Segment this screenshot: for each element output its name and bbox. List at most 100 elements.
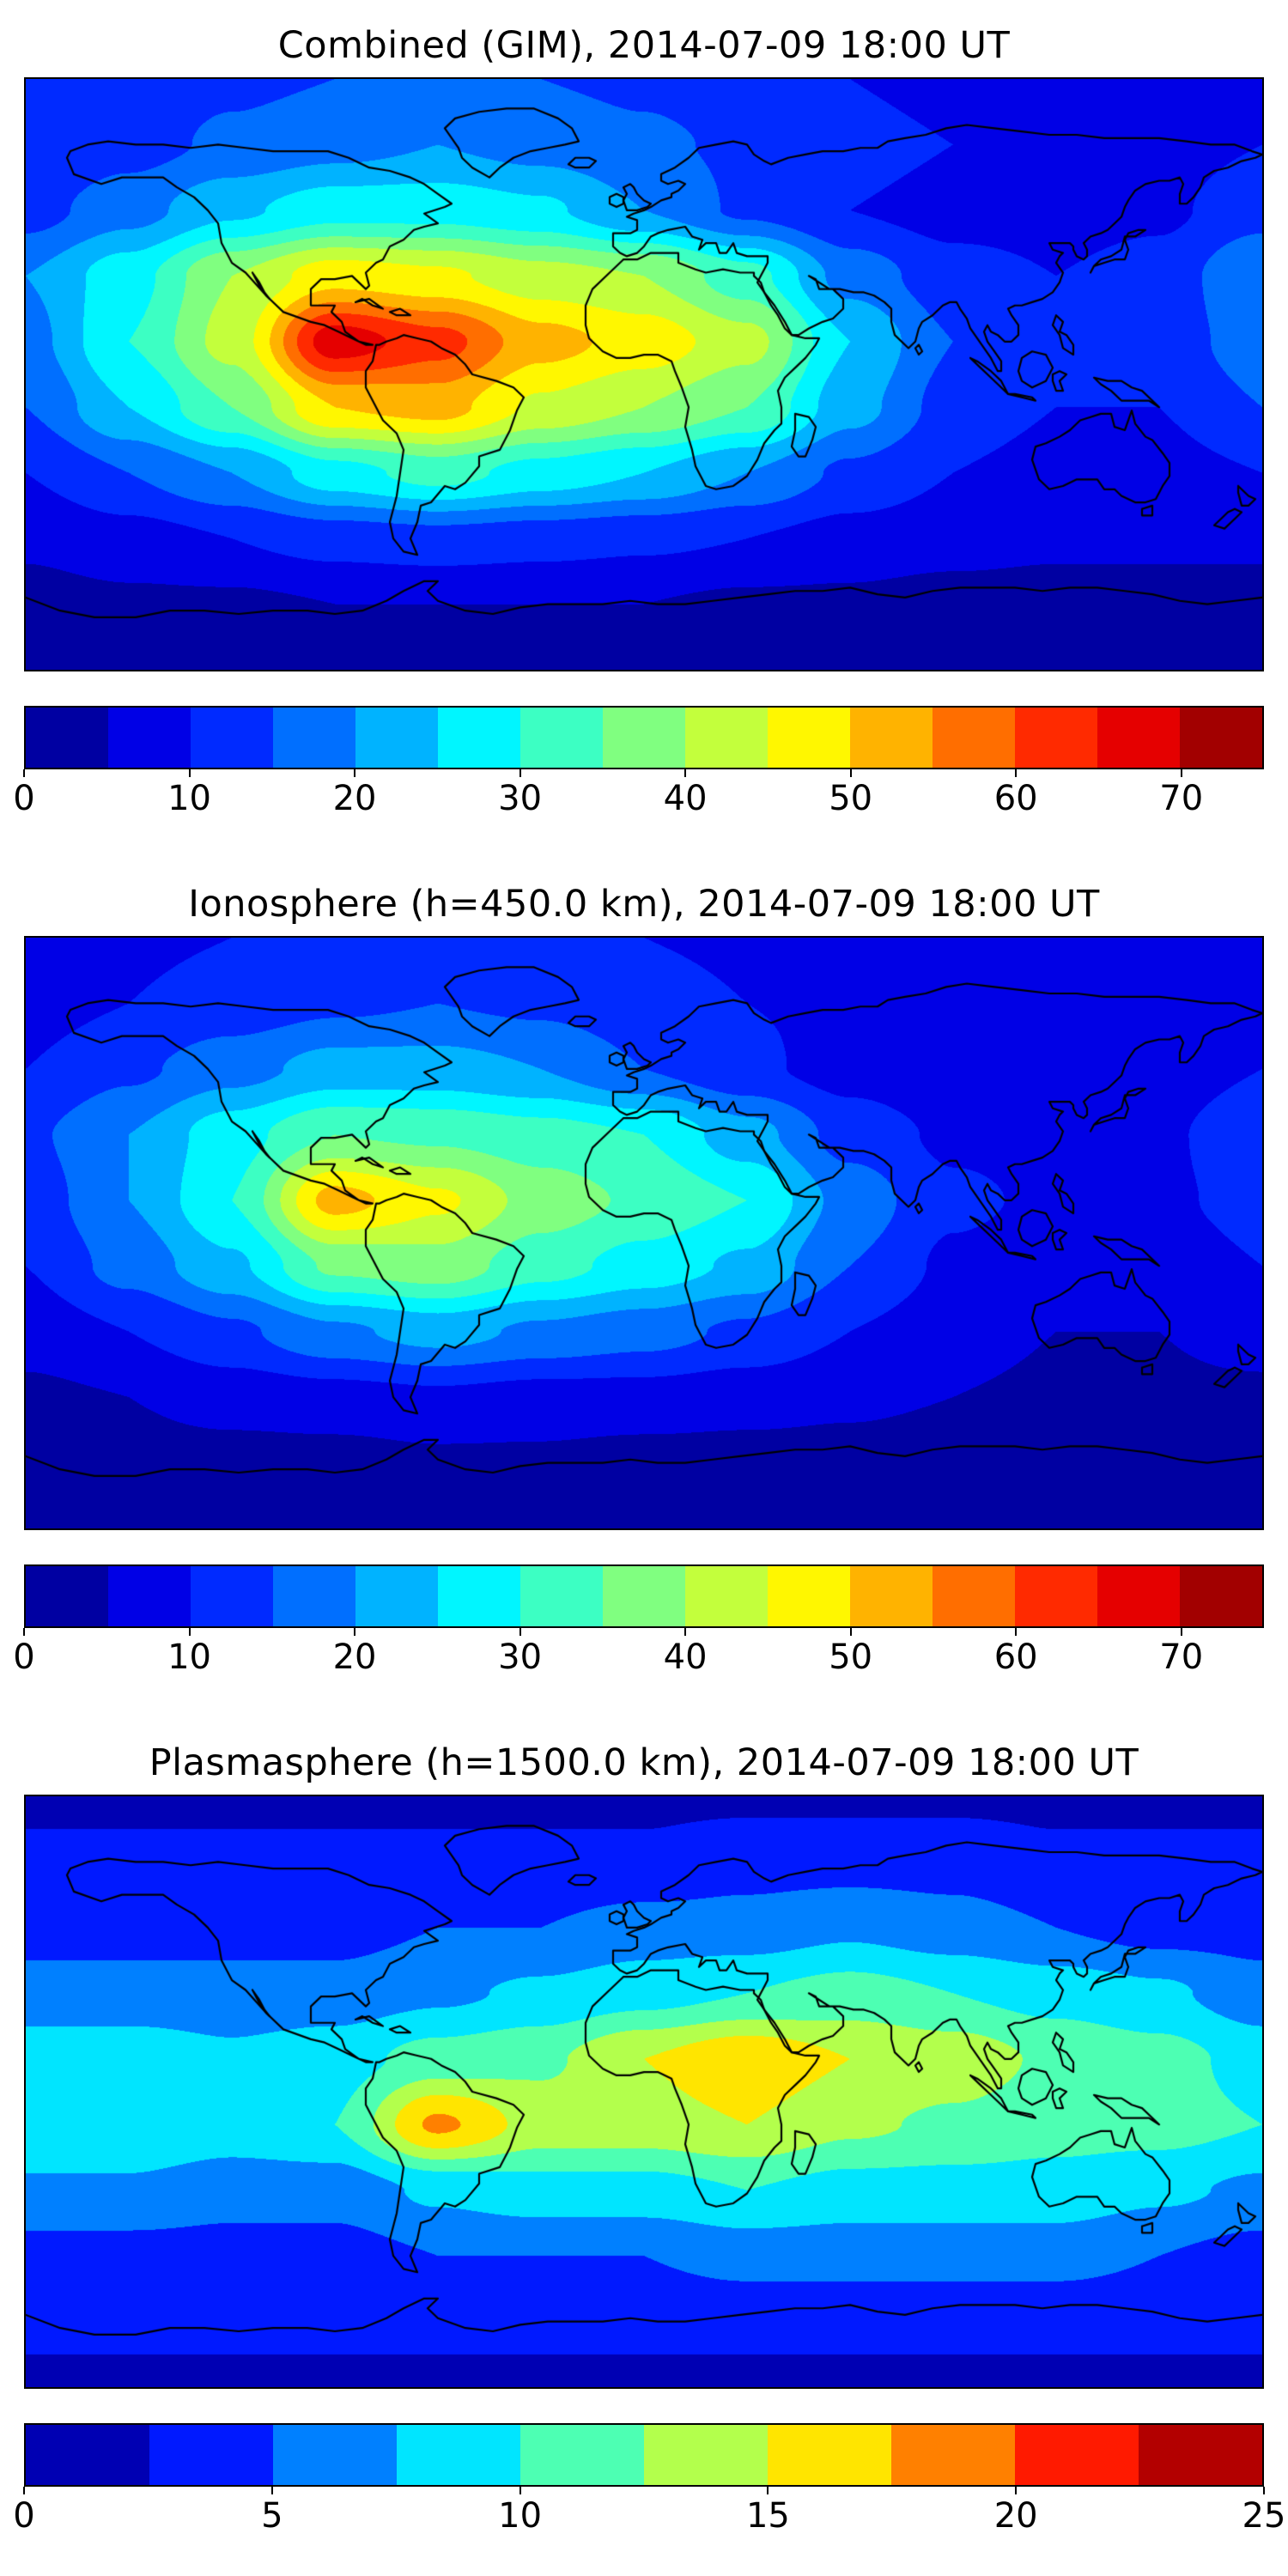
colorbar-segment xyxy=(1015,1566,1097,1626)
colorbar xyxy=(24,1564,1264,1628)
colorbar-segment xyxy=(520,2425,644,2485)
colorbar-segment xyxy=(603,1566,685,1626)
colorbar-tick-label: 50 xyxy=(829,1637,873,1677)
colorbar-tick-label: 10 xyxy=(167,779,211,818)
colorbar-tick-mark xyxy=(1015,769,1018,777)
colorbar-tick-label: 15 xyxy=(745,2496,790,2536)
colorbar-tick-label: 40 xyxy=(663,1637,708,1677)
colorbar-tick-mark xyxy=(1180,1628,1182,1636)
colorbar-segment xyxy=(1097,1566,1180,1626)
panel-combined: Combined (GIM), 2014-07-09 18:00 UT 0 10 2… xyxy=(0,0,1288,859)
colorbar-tick-label: 20 xyxy=(993,2496,1038,2536)
colorbar-segment xyxy=(685,1566,768,1626)
colorbar-segment xyxy=(273,708,355,768)
colorbar-segment xyxy=(850,1566,933,1626)
colorbar-ticks: 0 5 10 15 20 25 xyxy=(13,2487,1285,2542)
colorbar-tick-mark xyxy=(23,1628,25,1636)
colorbar-segment xyxy=(1015,2425,1139,2485)
colorbar-tick-mark xyxy=(1180,769,1182,777)
colorbar-ticks: 0 10 20 30 40 50 60 70 xyxy=(13,1628,1264,1683)
colorbar-tick-label: 0 xyxy=(13,2496,35,2536)
colorbar-tick-label: 50 xyxy=(829,779,873,818)
colorbar xyxy=(24,2423,1264,2487)
colorbar-segment xyxy=(191,708,273,768)
colorbar-tick-label: 20 xyxy=(332,1637,377,1677)
colorbar-segment xyxy=(1180,708,1262,768)
panel-title: Ionosphere (h=450.0 km), 2014-07-09 18:0… xyxy=(188,883,1100,926)
colorbar-tick-label: 25 xyxy=(1242,2496,1286,2536)
colorbar-tick-label: 10 xyxy=(167,1637,211,1677)
colorbar-segment xyxy=(933,708,1015,768)
colorbar-segment xyxy=(768,1566,850,1626)
colorbar-tick-label: 5 xyxy=(261,2496,283,2536)
colorbar-tick-label: 30 xyxy=(498,1637,543,1677)
colorbar-tick-label: 0 xyxy=(13,1637,35,1677)
colorbar-tick-mark xyxy=(188,769,191,777)
colorbar-tick-mark xyxy=(849,769,852,777)
panel-title: Plasmasphere (h=1500.0 km), 2014-07-09 1… xyxy=(149,1741,1139,1784)
colorbar-segment xyxy=(26,708,108,768)
colorbar-segment xyxy=(26,2425,149,2485)
colorbar-tick-label: 60 xyxy=(993,1637,1038,1677)
colorbar-segment xyxy=(191,1566,273,1626)
colorbar-segment xyxy=(273,2425,397,2485)
colorbar-tick-label: 70 xyxy=(1159,1637,1204,1677)
colorbar-segment xyxy=(355,1566,438,1626)
colorbar-tick-mark xyxy=(23,2487,25,2494)
colorbar-segment xyxy=(768,2425,891,2485)
colorbar-tick-mark xyxy=(519,2487,521,2494)
colorbar-segment xyxy=(603,708,685,768)
colorbar-tick-mark xyxy=(23,769,25,777)
colorbar-tick-mark xyxy=(354,1628,356,1636)
map-axes xyxy=(24,1795,1264,2389)
colorbar-tick-label: 0 xyxy=(13,779,35,818)
colorbar-segment xyxy=(850,708,933,768)
colorbar-segment xyxy=(644,2425,768,2485)
colorbar-tick-label: 70 xyxy=(1159,779,1204,818)
colorbar-tick-label: 30 xyxy=(498,779,543,818)
colorbar-segment xyxy=(1139,2425,1262,2485)
colorbar-segment xyxy=(933,1566,1015,1626)
colorbar-tick-mark xyxy=(684,769,687,777)
colorbar-tick-label: 10 xyxy=(498,2496,543,2536)
colorbar-segment xyxy=(355,708,438,768)
panel-ionosphere: Ionosphere (h=450.0 km), 2014-07-09 18:0… xyxy=(0,859,1288,1717)
panel-title: Combined (GIM), 2014-07-09 18:00 UT xyxy=(277,24,1011,67)
colorbar xyxy=(24,706,1264,769)
colorbar-tick-label: 20 xyxy=(332,779,377,818)
colorbar-ticks: 0 10 20 30 40 50 60 70 xyxy=(13,769,1264,824)
colorbar-segment xyxy=(1015,708,1097,768)
map-canvas xyxy=(26,1796,1262,2387)
colorbar-tick-mark xyxy=(270,2487,273,2494)
colorbar-segment xyxy=(149,2425,273,2485)
colorbar-segment xyxy=(768,708,850,768)
colorbar-tick-mark xyxy=(767,2487,769,2494)
colorbar-segment xyxy=(1097,708,1180,768)
colorbar-tick-mark xyxy=(684,1628,687,1636)
map-axes xyxy=(24,77,1264,671)
map-canvas xyxy=(26,938,1262,1528)
colorbar-segment xyxy=(891,2425,1015,2485)
colorbar-tick-label: 40 xyxy=(663,779,708,818)
colorbar-tick-mark xyxy=(188,1628,191,1636)
colorbar-tick-label: 60 xyxy=(993,779,1038,818)
colorbar-tick-mark xyxy=(849,1628,852,1636)
colorbar-segment xyxy=(520,1566,603,1626)
colorbar-tick-mark xyxy=(1015,1628,1018,1636)
map-canvas xyxy=(26,79,1262,670)
colorbar-segment xyxy=(108,1566,191,1626)
colorbar-segment xyxy=(438,708,520,768)
colorbar-segment xyxy=(520,708,603,768)
colorbar-tick-mark xyxy=(519,769,521,777)
panel-plasmasphere: Plasmasphere (h=1500.0 km), 2014-07-09 1… xyxy=(0,1717,1288,2576)
colorbar-tick-mark xyxy=(354,769,356,777)
map-axes xyxy=(24,936,1264,1530)
colorbar-segment xyxy=(273,1566,355,1626)
colorbar-segment xyxy=(685,708,768,768)
colorbar-segment xyxy=(397,2425,520,2485)
colorbar-segment xyxy=(108,708,191,768)
colorbar-tick-mark xyxy=(519,1628,521,1636)
colorbar-tick-mark xyxy=(1263,2487,1265,2494)
colorbar-segment xyxy=(438,1566,520,1626)
